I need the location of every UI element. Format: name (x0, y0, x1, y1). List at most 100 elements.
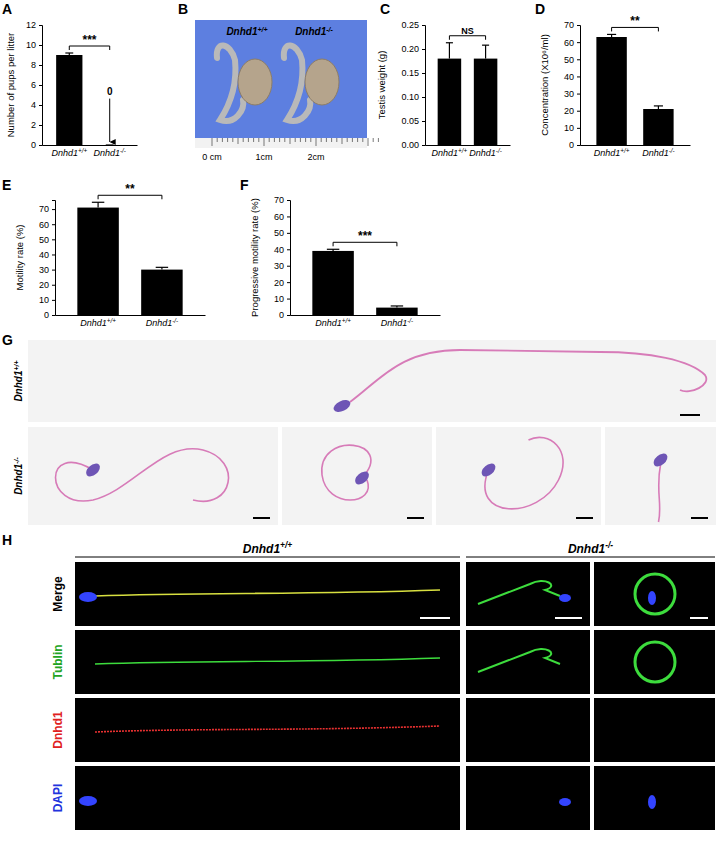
micrograph (466, 698, 590, 762)
error-bar (156, 267, 168, 269)
y-axis: 010203040506070 (39, 201, 56, 321)
y-tick: 0.10 (401, 92, 425, 102)
micrograph (466, 562, 590, 626)
y-tick: 70 (564, 20, 580, 30)
ruler-tick (326, 138, 327, 142)
x-tick-label: Dnhd1-/- (381, 317, 413, 329)
y-tick: 60 (39, 220, 55, 230)
y-tick-mark (577, 42, 580, 43)
y-tick-mark (52, 315, 55, 316)
y-tick-mark (577, 111, 580, 112)
y-tick-label: 50 (274, 228, 284, 238)
micrograph (75, 698, 460, 762)
genotype: +/+ (458, 147, 467, 154)
y-tick-label: 60 (274, 212, 284, 222)
y-tick: 70 (39, 204, 55, 214)
sperm-tail (350, 350, 706, 402)
error-cap (65, 52, 73, 53)
nucleus (79, 796, 97, 806)
error-cap (156, 267, 168, 268)
y-tick: 8 (31, 60, 42, 70)
ruler-tick (274, 138, 275, 142)
y-tick-label: 70 (564, 20, 574, 30)
scale-bar (555, 617, 582, 619)
sperm-head (332, 398, 353, 415)
gene-name: Dnhd1 (146, 318, 173, 328)
ruler-tick (238, 138, 239, 144)
y-tick-label: 20 (274, 278, 284, 288)
x-axis-line (581, 145, 691, 146)
ruler-tick (316, 138, 317, 146)
sperm-head (651, 451, 670, 469)
testis (305, 59, 339, 105)
y-axis-title: Number of pups per litter (5, 33, 16, 138)
error-bar (654, 106, 663, 109)
y-tick-label: 30 (564, 89, 574, 99)
sperm-tail (659, 465, 661, 522)
micrograph (594, 698, 715, 762)
ruler-tick (264, 138, 265, 146)
y-tick-mark (422, 73, 425, 74)
brightfield: Dnhd1+/+Dnhd1-/- (13, 340, 717, 525)
image-background (436, 427, 601, 525)
y-tick: 20 (39, 280, 55, 290)
y-tick: 20 (274, 278, 290, 288)
micrograph (466, 630, 590, 694)
scale-bar (420, 617, 450, 619)
error-whisker (485, 45, 486, 58)
y-axis-title: Testis weight (g) (376, 51, 387, 120)
x-axis: Dnhd1+/+Dnhd1-/- (56, 315, 206, 328)
tail-signal (95, 590, 440, 596)
ruler-tick (368, 138, 369, 146)
x-tick-label: Dnhd1-/- (146, 317, 178, 329)
ruler-tick (378, 138, 379, 142)
ruler-tick (342, 138, 343, 144)
ruler-tick (232, 138, 233, 142)
x-axis: Dnhd1+/+Dnhd1-/- (426, 145, 511, 158)
y-tick-mark (39, 85, 42, 86)
ruler-tick (217, 138, 218, 142)
tail-signal (478, 649, 560, 672)
gene-name: Dnhd1 (93, 148, 120, 158)
y-tick: 10 (26, 40, 42, 50)
gene-name: Dnhd1 (226, 26, 258, 37)
sperm-head (84, 461, 103, 479)
y-tick-label: 4 (31, 100, 36, 110)
ruler-tick (279, 138, 280, 142)
sperm-tail (322, 445, 371, 500)
genotype: +/+ (107, 317, 116, 324)
error-bar (482, 45, 489, 58)
y-tick: 60 (274, 212, 290, 222)
y-tick: 30 (39, 265, 55, 275)
gene-name: Dnhd1 (381, 318, 408, 328)
gene-name: Dnhd1 (80, 318, 107, 328)
image-background (605, 427, 716, 525)
error-whisker (97, 202, 98, 207)
y-axis-title: Motility rate (%) (14, 225, 25, 291)
significance-label: *** (358, 229, 372, 243)
y-tick: 70 (274, 195, 290, 205)
y-tick-label: 0.10 (401, 92, 419, 102)
panel-label: A (2, 1, 12, 17)
y-tick: 10 (564, 123, 580, 133)
sperm-tail (56, 449, 229, 502)
bar (596, 37, 626, 145)
y-tick-mark (577, 25, 580, 26)
y-tick-label: 50 (564, 55, 574, 65)
y-tick-mark (39, 125, 42, 126)
micrograph (75, 630, 460, 694)
testis (238, 59, 272, 105)
nucleus (79, 592, 97, 602)
x-tick: Dnhd1+/+ (51, 145, 87, 158)
ruler-tick (300, 138, 301, 142)
x-tick-label: Dnhd1+/+ (432, 147, 468, 159)
ruler-tick (336, 138, 337, 142)
scale-bar (407, 517, 424, 519)
nucleus (648, 795, 656, 809)
y-tick: 40 (564, 72, 580, 82)
y-tick-mark (577, 128, 580, 129)
x-tick-label: Dnhd1+/+ (51, 147, 87, 159)
genotype: -/- (669, 147, 675, 154)
sperm-tail (485, 437, 563, 508)
y-tick-label: 20 (564, 106, 574, 116)
